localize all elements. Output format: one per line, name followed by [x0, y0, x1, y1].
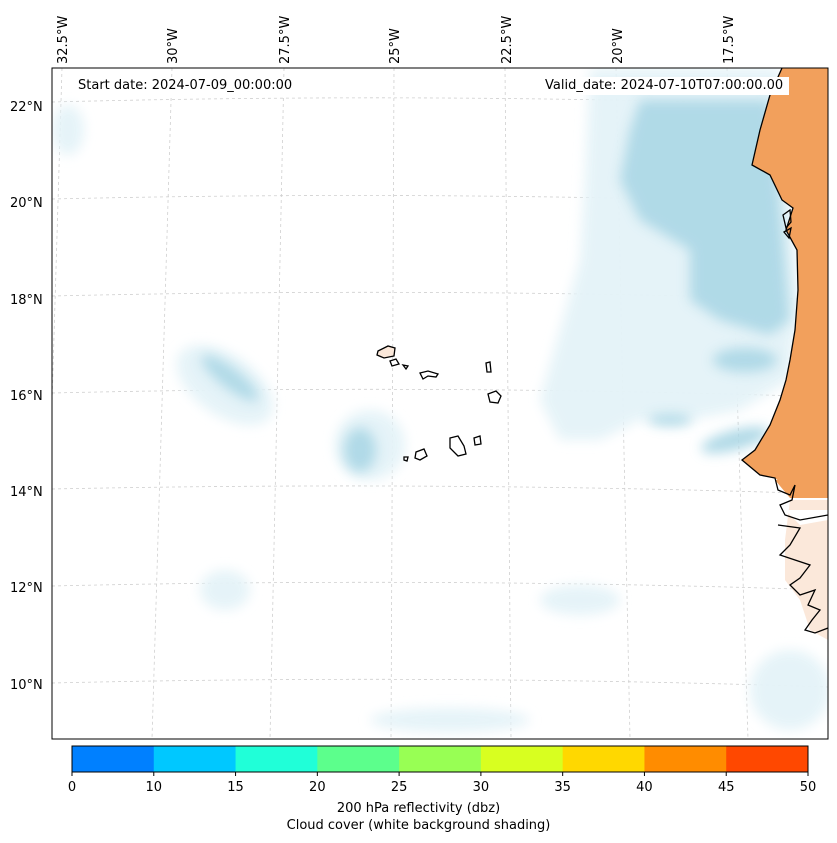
coastline	[740, 68, 828, 634]
colorbar-title: 200 hPa reflectivity (dbz)	[336, 801, 501, 816]
island-santiago	[449, 435, 467, 457]
island-sal	[485, 361, 492, 373]
colorbar-border	[71, 745, 809, 773]
island-fogo	[414, 448, 428, 461]
island-sao-vicente	[389, 358, 400, 367]
latitude-label: 18°N	[10, 293, 43, 308]
latitude-label: 14°N	[10, 485, 43, 500]
colorbar-segment	[317, 746, 400, 772]
colorbar-segment	[644, 746, 727, 772]
cloud-cover-shading	[52, 68, 828, 732]
colorbar-tick-label: 35	[554, 780, 571, 795]
colorbar-tick-label: 20	[309, 780, 326, 795]
cabo-verde-islands	[376, 345, 502, 462]
longitude-label: 30°W	[166, 28, 181, 64]
colorbar-segment	[153, 746, 237, 772]
island-brava	[403, 456, 409, 462]
island-santa-luzia	[401, 364, 410, 371]
valid-date-label: Valid_date: 2024-07-10T07:00:00.00	[539, 77, 790, 95]
colorbar-tick-label: 50	[800, 780, 817, 795]
colorbar-tick-label: 10	[146, 780, 163, 795]
island-sao-nicolau	[419, 370, 440, 380]
latitude-labels: 22°N 20°N 18°N 16°N 14°N 12°N 10°N	[10, 100, 43, 693]
colorbar-segment	[235, 746, 318, 772]
graticule	[52, 68, 828, 739]
latitude-label: 10°N	[10, 678, 43, 693]
island-maio	[473, 435, 482, 446]
colorbar-segment	[72, 746, 155, 772]
longitude-label: 25°W	[388, 28, 403, 64]
latitude-label: 22°N	[10, 100, 43, 115]
colorbar-tick-label: 0	[68, 780, 76, 795]
latitude-label: 12°N	[10, 581, 43, 596]
colorbar-tick-label: 15	[227, 780, 244, 795]
colorbar-segment	[726, 746, 809, 772]
latitude-label: 20°N	[10, 196, 43, 211]
longitude-label: 17.5°W	[722, 16, 737, 64]
longitude-label: 32.5°W	[56, 16, 71, 64]
latitude-label: 16°N	[10, 389, 43, 404]
colorbar-tick-label: 40	[636, 780, 653, 795]
longitude-label: 22.5°W	[500, 16, 515, 64]
island-boa-vista	[487, 390, 502, 404]
longitude-labels: 32.5°W 30°W 27.5°W 25°W 22.5°W 20°W 17.5…	[56, 16, 737, 64]
colorbar-segment	[562, 746, 645, 772]
island-santo-antao	[376, 345, 396, 359]
map-frame	[51, 67, 829, 740]
colorbar-tick-label: 30	[473, 780, 490, 795]
colorbar-segment	[399, 746, 482, 772]
colorbar-subtitle: Cloud cover (white background shading)	[286, 818, 551, 833]
colorbar-segment	[480, 746, 564, 772]
longitude-label: 20°W	[611, 28, 626, 64]
longitude-label: 27.5°W	[278, 16, 293, 64]
colorbar-tick-label: 25	[391, 780, 408, 795]
start-date-label: Start date: 2024-07-09_00:00:00	[72, 77, 299, 95]
colorbar-tick-label: 45	[718, 780, 735, 795]
colorbar: 0 10 15 20 25 30 35 40 45 50	[68, 745, 817, 795]
